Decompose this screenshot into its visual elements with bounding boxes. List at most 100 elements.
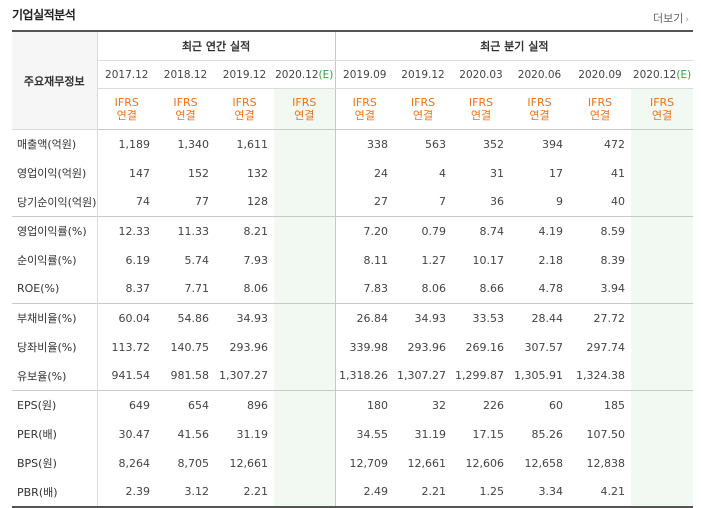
financial-table: 주요재무정보 최근 연간 실적 최근 분기 실적 2017.12 2018.12 2… [12,30,694,508]
table-cell: 77 [195,195,209,209]
table-cell [631,129,694,159]
row-label: PBR(배) [12,477,98,507]
table-cell [274,187,336,217]
standard-ifrs: IFRS [292,96,317,109]
table-cell: 4.78 [538,282,564,296]
table-cell: 7.83 [334,274,395,304]
table-cell [274,274,336,304]
table-cell: 152 [188,166,209,180]
row-label: 당기순이익(억원) [12,187,98,217]
table-cell: 3.34 [538,485,564,498]
table-cell: 1,324.38 [576,369,626,383]
table-cell: 8.06 [243,282,269,296]
accounting-standard: IFRS 연결 [569,88,632,130]
row-label: ROE(%) [12,274,98,304]
table-cell: 896 [215,390,274,420]
period-header: 2020.09 [569,60,632,89]
table-cell [631,448,694,478]
table-cell: 941.54 [111,369,151,383]
more-link[interactable]: 더보기 › [653,10,689,26]
table-cell: 128 [247,195,268,209]
table-cell: 6.19 [125,253,151,267]
table-cell: 1,305.91 [514,369,564,383]
table-cell: 649 [97,390,156,420]
accounting-standard: IFRS 연결 [631,88,694,130]
table-cell: 7.71 [184,282,210,296]
chevron-right-icon: › [685,15,689,25]
table-cell: 74 [136,195,150,209]
table-cell: 563 [425,137,447,151]
table-row: 부채비율(%) 60.04 54.86 34.93 26.84 34.93 33.53 28.… [12,303,694,333]
table-cell: 31.19 [236,427,269,441]
table-cell: 60.04 [97,303,156,333]
table-cell: 2.21 [421,485,447,498]
table-cell: 307.57 [524,340,564,354]
row-label: EPS(원) [12,390,98,420]
table-row: 당좌비율(%) 113.72 140.75 293.96 339.98 293.96 269… [12,332,694,362]
table-cell: 8.39 [600,253,626,267]
table-cell: 11.33 [156,216,215,246]
table-cell: 8.37 [125,282,151,296]
period-header: 2019.12 [215,60,274,89]
table-row: 순이익률(%) 6.19 5.74 7.93 8.11 1.27 10.17 2.18 8.39 [12,245,694,275]
table-row: 영업이익률(%) 12.33 11.33 8.21 7.20 0.79 8.74 4.19 8.… [12,216,694,246]
accounting-standard: IFRS 연결 [274,88,336,130]
standard-consolidated: 연결 [234,109,255,122]
table-cell: 8.74 [452,216,511,246]
accounting-standard: IFRS 연결 [215,88,274,130]
more-label: 더보기 [653,12,684,25]
table-cell: 28.44 [510,303,570,333]
table-cell [631,361,694,391]
table-cell: 31 [490,166,505,180]
estimate-marker: (E) [318,68,334,81]
table-cell: 147 [129,166,150,180]
table-cell: 33.53 [452,303,511,333]
table-cell: 5.74 [184,253,210,267]
table-cell: 132 [247,166,268,180]
standard-ifrs: IFRS [587,96,613,109]
table-cell: 1,307.27 [219,369,268,383]
section-title: 기업실적분석 [12,8,76,22]
period-header: 2018.12 [156,60,215,89]
standard-ifrs: IFRS [468,96,494,109]
table-cell: 41 [611,166,626,180]
table-cell [631,245,694,275]
table-cell [631,477,694,507]
row-label: BPS(원) [12,448,98,478]
table-cell: 226 [452,390,511,420]
table-cell: 1,189 [118,137,151,151]
table-cell: 26.84 [334,303,395,333]
table-row: PBR(배) 2.39 3.12 2.21 2.49 2.21 1.25 3.34 4.21 [12,477,694,507]
table-cell: 2.39 [125,485,151,498]
table-cell: 30.47 [118,427,151,441]
table-row: BPS(원) 8,264 8,705 12,661 12,709 12,661 12,606… [12,448,694,478]
table-cell: 27 [334,187,395,217]
table-cell: 8.11 [334,245,395,275]
table-cell: 12,661 [229,456,269,470]
table-cell: 8.21 [215,216,274,246]
table-cell: 40 [611,195,626,209]
table-cell [631,332,694,362]
table-cell: 34.55 [334,419,395,449]
table-cell [631,303,694,333]
table-cell: 1,340 [177,137,210,151]
table-cell: 7.20 [334,216,395,246]
table-cell [274,158,336,188]
table-cell [631,216,694,246]
table-cell: 17.15 [472,427,505,441]
table-cell: 12.33 [97,216,156,246]
table-cell [631,419,694,449]
table-cell: 34.93 [215,303,274,333]
table-cell: 34.93 [394,303,453,333]
row-label: PER(배) [12,419,98,449]
accounting-standard: IFRS 연결 [452,88,511,130]
standard-ifrs: IFRS [527,96,552,109]
period-header: 2020.12(E) [631,60,694,89]
table-cell [274,332,336,362]
table-cell [631,187,694,217]
table-cell: 60 [510,390,570,420]
table-cell: 54.86 [156,303,215,333]
table-cell: 293.96 [407,340,447,354]
table-cell: 107.50 [586,427,626,441]
period-header: 2019.12 [394,60,453,89]
